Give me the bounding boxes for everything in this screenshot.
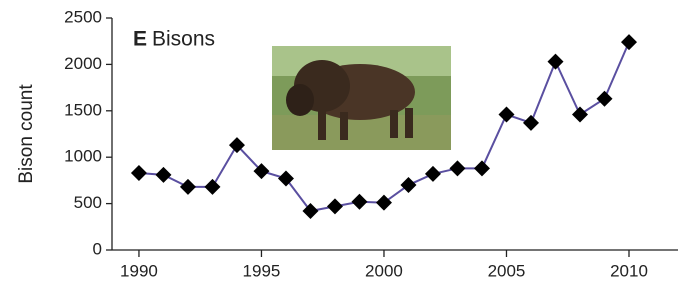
marker bbox=[400, 177, 416, 193]
marker bbox=[425, 166, 441, 182]
marker bbox=[204, 179, 220, 195]
marker bbox=[474, 160, 490, 176]
marker bbox=[547, 54, 563, 70]
marker bbox=[302, 203, 318, 219]
chart-title: Bisons bbox=[152, 28, 215, 51]
marker bbox=[498, 107, 514, 123]
y-axis-label: Bison count bbox=[16, 84, 37, 184]
y-tick-label: 500 bbox=[74, 193, 102, 212]
marker bbox=[523, 115, 539, 131]
marker bbox=[180, 179, 196, 195]
y-tick-label: 0 bbox=[93, 239, 102, 258]
marker bbox=[621, 34, 637, 50]
y-tick-label: 2000 bbox=[64, 54, 102, 73]
marker bbox=[131, 165, 147, 181]
x-tick-label: 1990 bbox=[120, 261, 158, 280]
x-tick-label: 2010 bbox=[610, 261, 648, 280]
marker bbox=[449, 160, 465, 176]
x-tick-label: 2005 bbox=[488, 261, 526, 280]
chart: E Bisons Bison count 0 500 1000 1500 2000 250… bbox=[0, 0, 689, 293]
x-tick-label: 1995 bbox=[243, 261, 281, 280]
y-tick-label: 1500 bbox=[64, 100, 102, 119]
panel-label: E bbox=[133, 28, 147, 51]
marker bbox=[596, 91, 612, 107]
y-tick-label: 2500 bbox=[64, 7, 102, 26]
marker bbox=[155, 167, 171, 183]
marker bbox=[376, 195, 392, 211]
y-tick-label: 1000 bbox=[64, 147, 102, 166]
bison-photo bbox=[272, 46, 451, 150]
marker bbox=[327, 198, 343, 214]
x-tick-label: 2000 bbox=[365, 261, 403, 280]
marker bbox=[278, 171, 294, 187]
marker bbox=[351, 194, 367, 210]
marker bbox=[572, 107, 588, 123]
